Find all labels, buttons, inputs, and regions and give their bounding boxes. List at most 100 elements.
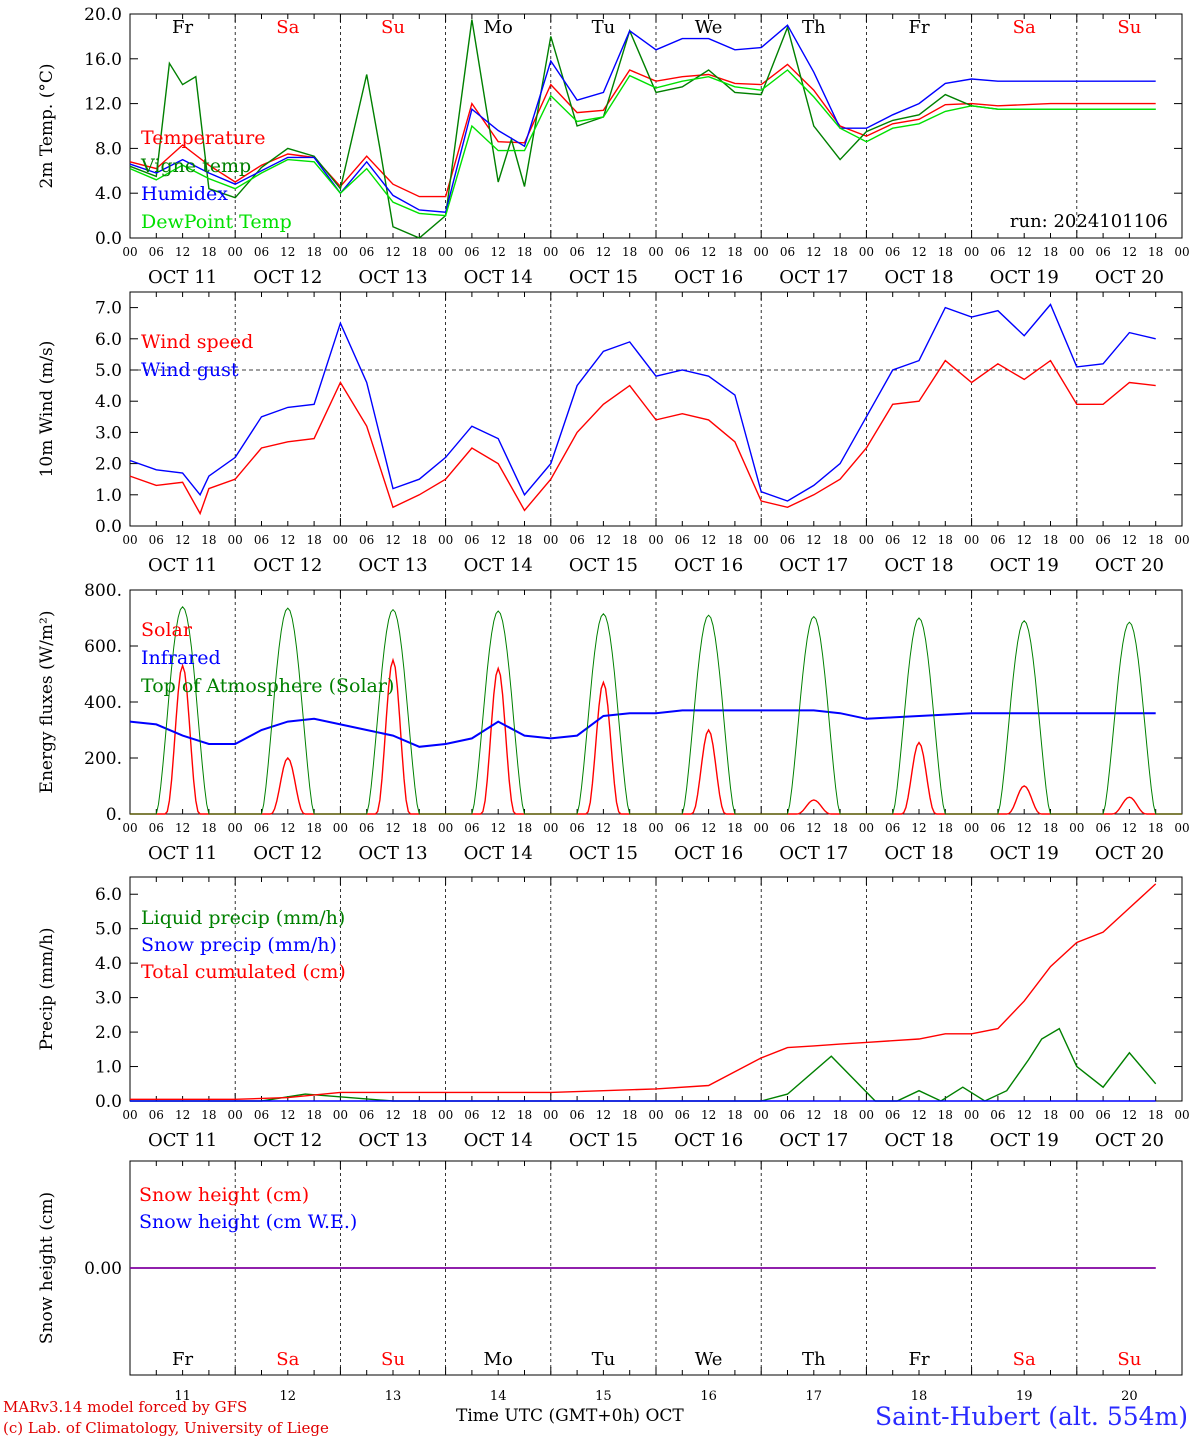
y-tick-label: 2.0 — [95, 455, 122, 475]
hour-tick-label: 00 — [859, 533, 874, 547]
weekday-label-top: Fr — [172, 17, 193, 38]
y-tick-label: 2.0 — [95, 1023, 122, 1043]
hour-tick-label: 06 — [990, 1108, 1005, 1122]
weekday-label-bottom: Su — [1117, 1349, 1141, 1370]
weekday-label-bottom: Fr — [908, 1349, 929, 1370]
y-tick-label: 0. — [106, 805, 122, 825]
hour-tick-label: 00 — [648, 533, 663, 547]
hour-tick-label: 18 — [1148, 533, 1163, 547]
hour-tick-label: 12 — [385, 533, 400, 547]
hour-tick-label: 00 — [543, 533, 558, 547]
hour-tick-label: 18 — [727, 533, 742, 547]
hour-tick-label: 18 — [201, 533, 216, 547]
weekday-label-top: Mo — [484, 17, 513, 38]
hour-tick-label: 12 — [1122, 245, 1137, 259]
time-axis-title: Time UTC (GMT+0h) OCT — [456, 1406, 684, 1426]
day-label: OCT 13 — [358, 555, 427, 576]
series-line-vigne-temp — [129, 19, 1156, 239]
y-tick-label: 4.0 — [95, 954, 122, 974]
y-axis-label: 10m Wind (m/s) — [37, 341, 57, 478]
hour-tick-label: 06 — [359, 821, 374, 835]
hour-tick-label: 18 — [832, 821, 847, 835]
day-label: OCT 20 — [1095, 1130, 1164, 1151]
hour-tick-label: 18 — [306, 821, 321, 835]
hour-tick-label: 00 — [1174, 1108, 1189, 1122]
hour-tick-label: 06 — [254, 245, 269, 259]
y-axis-label: Snow height (cm) — [37, 1192, 57, 1344]
day-label: OCT 15 — [569, 1130, 638, 1151]
day-label: OCT 12 — [253, 843, 322, 864]
y-tick-label: 5.0 — [95, 920, 122, 940]
hour-tick-label: 00 — [964, 245, 979, 259]
day-label: OCT 19 — [990, 555, 1059, 576]
hour-tick-label: 06 — [464, 1108, 479, 1122]
panel-frame — [129, 13, 1183, 239]
day-label: OCT 14 — [464, 843, 533, 864]
hour-tick-label: 06 — [780, 533, 795, 547]
y-axis-label: Precip (mm/h) — [37, 927, 57, 1050]
hour-tick-label: 18 — [832, 1108, 847, 1122]
y-tick-label: 7.0 — [95, 299, 122, 319]
hour-tick-label: 12 — [596, 245, 611, 259]
hour-tick-label: 12 — [806, 245, 821, 259]
run-label: run: 2024101106 — [1010, 211, 1168, 232]
hour-tick-label: 18 — [1043, 245, 1058, 259]
hour-tick-label: 00 — [964, 1108, 979, 1122]
legend-entry: Temperature — [141, 127, 265, 149]
day-number: 20 — [1121, 1389, 1138, 1404]
hour-tick-label: 18 — [727, 245, 742, 259]
hour-tick-label: 18 — [832, 245, 847, 259]
hour-tick-label: 18 — [412, 1108, 427, 1122]
series-line-humidex — [129, 24, 1156, 213]
hour-tick-label: 00 — [964, 821, 979, 835]
day-label: OCT 17 — [779, 1130, 848, 1151]
y-tick-label: 0.0 — [95, 1092, 122, 1112]
day-label: OCT 11 — [148, 1130, 217, 1151]
legend-entry: Solar — [141, 619, 193, 641]
hour-tick-label: 00 — [122, 533, 137, 547]
weekday-label-top: Su — [1117, 17, 1141, 38]
hour-tick-label: 18 — [622, 1108, 637, 1122]
hour-tick-label: 12 — [491, 245, 506, 259]
hour-tick-label: 12 — [1017, 1108, 1032, 1122]
hour-tick-label: 06 — [885, 533, 900, 547]
hour-tick-label: 12 — [491, 821, 506, 835]
hour-tick-label: 12 — [701, 821, 716, 835]
hour-tick-label: 12 — [280, 821, 295, 835]
hour-tick-label: 18 — [1148, 821, 1163, 835]
hour-tick-label: 00 — [1174, 533, 1189, 547]
hour-tick-label: 18 — [1148, 1108, 1163, 1122]
weekday-label-bottom: Th — [802, 1349, 826, 1370]
lab-credit: (c) Lab. of Climatology, University of L… — [3, 1419, 329, 1437]
hour-tick-label: 12 — [175, 821, 190, 835]
hour-tick-label: 12 — [385, 1108, 400, 1122]
legend-entry: Wind gust — [141, 359, 239, 381]
hour-tick-label: 18 — [622, 533, 637, 547]
hour-tick-label: 18 — [832, 533, 847, 547]
day-number: 13 — [385, 1389, 402, 1404]
hour-tick-label: 00 — [122, 821, 137, 835]
y-tick-label: 4.0 — [95, 184, 122, 204]
y-tick-label: 4.0 — [95, 392, 122, 412]
hour-tick-label: 00 — [1069, 821, 1084, 835]
hour-tick-label: 00 — [1069, 1108, 1084, 1122]
day-label: OCT 15 — [569, 843, 638, 864]
hour-tick-label: 00 — [754, 245, 769, 259]
y-tick-label: 1.0 — [95, 1058, 122, 1078]
weekday-label-bottom: Fr — [172, 1349, 193, 1370]
y-tick-label: 0.0 — [95, 517, 122, 537]
hour-tick-label: 06 — [780, 821, 795, 835]
y-tick-label: 400. — [84, 693, 122, 713]
hour-tick-label: 00 — [859, 245, 874, 259]
day-label: OCT 15 — [569, 267, 638, 288]
weekday-label-bottom: Mo — [484, 1349, 513, 1370]
hour-tick-label: 06 — [359, 533, 374, 547]
day-label: OCT 14 — [464, 1130, 533, 1151]
hour-tick-label: 00 — [228, 245, 243, 259]
hour-tick-label: 06 — [569, 533, 584, 547]
hour-tick-label: 06 — [569, 1108, 584, 1122]
y-tick-label: 12.0 — [84, 95, 122, 115]
weekday-label-bottom: Su — [381, 1349, 405, 1370]
series-line-wind-gust — [129, 303, 1156, 502]
hour-tick-label: 06 — [569, 821, 584, 835]
